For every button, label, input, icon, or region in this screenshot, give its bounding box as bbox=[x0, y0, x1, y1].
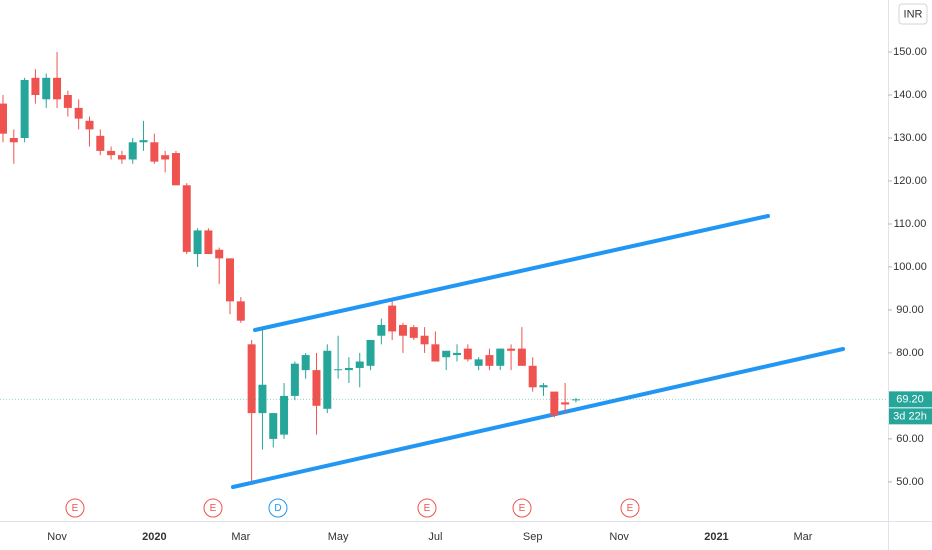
candle-body[interactable] bbox=[128, 142, 137, 160]
y-tick-label: 50.00 bbox=[896, 476, 924, 488]
y-tick-label: 120.00 bbox=[893, 175, 927, 187]
candle-body[interactable] bbox=[290, 363, 299, 396]
currency-box[interactable] bbox=[898, 3, 928, 25]
candle-body[interactable] bbox=[204, 230, 213, 255]
candle-body[interactable] bbox=[334, 369, 343, 371]
candle-body[interactable] bbox=[431, 344, 440, 362]
currency: INR bbox=[904, 8, 923, 20]
x-tick-label: Sep bbox=[523, 531, 543, 543]
candle-body[interactable] bbox=[182, 185, 191, 252]
candle-body[interactable] bbox=[301, 355, 310, 371]
candle-body[interactable] bbox=[420, 335, 429, 345]
event-marker[interactable] bbox=[203, 498, 223, 518]
candle-body[interactable] bbox=[507, 348, 516, 351]
candle-body[interactable] bbox=[496, 348, 505, 366]
candle-body[interactable] bbox=[550, 391, 559, 416]
candle-body[interactable] bbox=[280, 395, 289, 435]
candle-body[interactable] bbox=[366, 340, 375, 366]
candle-body[interactable] bbox=[150, 142, 159, 162]
event-marker[interactable] bbox=[620, 498, 640, 518]
candle-body[interactable] bbox=[0, 103, 7, 134]
candle-body[interactable] bbox=[53, 77, 62, 100]
candle-body[interactable] bbox=[161, 155, 170, 160]
event-marker[interactable] bbox=[65, 498, 85, 518]
candle-body[interactable] bbox=[442, 350, 451, 358]
countdown-label: 3d 22h bbox=[893, 410, 927, 422]
y-tick-label: 110.00 bbox=[894, 218, 927, 230]
event-label: E bbox=[210, 503, 217, 514]
last-price-box bbox=[889, 391, 932, 408]
candle-body[interactable] bbox=[528, 365, 537, 388]
candle-body[interactable] bbox=[74, 107, 83, 119]
candle-body[interactable] bbox=[323, 350, 332, 409]
candle-body[interactable] bbox=[258, 384, 267, 414]
x-tick-label: May bbox=[328, 531, 349, 543]
y-tick-label: 150.00 bbox=[893, 46, 927, 58]
last-price-label: 69.20 bbox=[896, 393, 924, 405]
x-tick-label: Nov bbox=[609, 531, 629, 543]
candle-body[interactable] bbox=[247, 344, 256, 414]
candle-body[interactable] bbox=[571, 399, 580, 401]
x-tick-label: Mar bbox=[231, 531, 250, 543]
candle-body[interactable] bbox=[236, 301, 245, 321]
y-tick-label: 80.00 bbox=[896, 347, 924, 359]
candle-body[interactable] bbox=[463, 348, 472, 360]
candle-body[interactable] bbox=[388, 305, 397, 332]
candle-body[interactable] bbox=[63, 95, 72, 108]
candle-body[interactable] bbox=[398, 324, 407, 336]
candle-body[interactable] bbox=[269, 413, 278, 439]
candle-body[interactable] bbox=[85, 120, 94, 130]
x-tick-label: Jul bbox=[428, 531, 442, 543]
event-marker[interactable] bbox=[268, 498, 288, 518]
trend-line[interactable] bbox=[231, 347, 845, 489]
x-tick-label: Mar bbox=[793, 531, 812, 543]
candle-body[interactable] bbox=[20, 79, 29, 138]
y-tick-label: 90.00 bbox=[896, 304, 924, 316]
candle-body[interactable] bbox=[193, 230, 202, 255]
candle-body[interactable] bbox=[226, 258, 235, 302]
candle-body[interactable] bbox=[409, 327, 418, 338]
candle-body[interactable] bbox=[31, 77, 40, 96]
event-label: E bbox=[72, 503, 79, 514]
event-label: E bbox=[627, 503, 634, 514]
x-tick-label: 2020 bbox=[142, 531, 166, 543]
candle-body[interactable] bbox=[517, 348, 526, 366]
candle-body[interactable] bbox=[42, 77, 51, 100]
candle-body[interactable] bbox=[117, 155, 126, 160]
candle-body[interactable] bbox=[171, 153, 180, 186]
candle-body[interactable] bbox=[107, 150, 116, 156]
trend-line[interactable] bbox=[253, 214, 770, 332]
x-tick-label: 2021 bbox=[704, 531, 728, 543]
y-tick-label: 60.00 bbox=[896, 433, 924, 445]
candle-body[interactable] bbox=[485, 355, 494, 366]
candle-body[interactable] bbox=[139, 140, 148, 143]
event-label: D bbox=[274, 503, 281, 514]
candle-body[interactable] bbox=[344, 367, 353, 371]
candle-body[interactable] bbox=[9, 137, 18, 143]
y-tick-label: 140.00 bbox=[893, 89, 927, 101]
candle-body[interactable] bbox=[215, 249, 224, 259]
event-label: E bbox=[424, 503, 431, 514]
x-tick-label: Nov bbox=[47, 531, 67, 543]
candle-body[interactable] bbox=[539, 385, 548, 388]
candle-body[interactable] bbox=[96, 135, 105, 151]
candle-body[interactable] bbox=[312, 370, 321, 406]
y-tick-label: 130.00 bbox=[893, 132, 927, 144]
event-marker[interactable] bbox=[417, 498, 437, 518]
candle-body[interactable] bbox=[453, 352, 462, 356]
candle-body[interactable] bbox=[474, 359, 483, 366]
candle-body[interactable] bbox=[561, 402, 570, 405]
event-marker[interactable] bbox=[512, 498, 532, 518]
candle-body[interactable] bbox=[355, 361, 364, 368]
countdown-box bbox=[889, 408, 932, 425]
candle-body[interactable] bbox=[377, 324, 386, 336]
y-tick-label: 100.00 bbox=[893, 261, 927, 273]
event-label: E bbox=[519, 503, 526, 514]
